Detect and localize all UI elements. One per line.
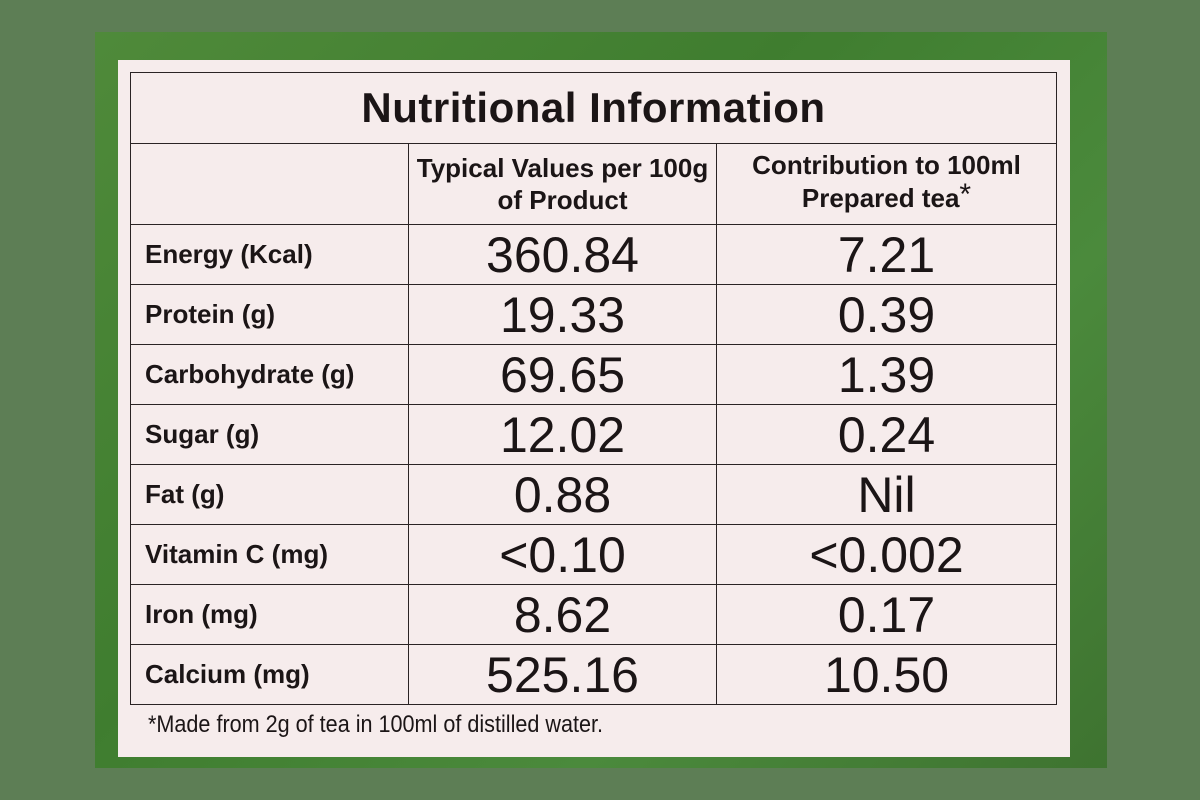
value-per-100ml: 0.17	[716, 584, 1057, 645]
value-per-100ml: <0.002	[716, 524, 1057, 585]
nutrient-name: Vitamin C (mg)	[130, 524, 409, 585]
nutrient-name: Protein (g)	[130, 284, 409, 345]
value-per-100g: 8.62	[408, 584, 717, 645]
nutrient-name: Fat (g)	[130, 464, 409, 525]
value-per-100g: 360.84	[408, 224, 717, 285]
nutrient-name: Carbohydrate (g)	[130, 344, 409, 405]
value-per-100ml: 10.50	[716, 644, 1057, 705]
nutrient-name: Calcium (mg)	[130, 644, 409, 705]
header-per-100ml: Contribution to 100ml Prepared tea*	[716, 143, 1057, 225]
value-per-100ml: 0.39	[716, 284, 1057, 345]
nutrient-name: Iron (mg)	[130, 584, 409, 645]
footnote: *Made from 2g of tea in 100ml of distill…	[148, 711, 604, 738]
nutrient-row: Vitamin C (mg) <0.10 <0.002	[130, 524, 1057, 585]
value-per-100g: 19.33	[408, 284, 717, 345]
nutrient-row: Iron (mg) 8.62 0.17	[130, 584, 1057, 645]
nutrition-table: Nutritional Information Typical Values p…	[130, 72, 1057, 705]
header-per-100ml-text: Contribution to 100ml Prepared tea	[752, 150, 1021, 213]
value-per-100g: 69.65	[408, 344, 717, 405]
value-per-100ml: 0.24	[716, 404, 1057, 465]
nutrition-label-inner: Nutritional Information Typical Values p…	[130, 72, 1057, 739]
nutrient-row: Calcium (mg) 525.16 10.50	[130, 644, 1057, 705]
header-row: Typical Values per 100g of Product Contr…	[130, 143, 1057, 225]
nutrient-name: Sugar (g)	[130, 404, 409, 465]
asterisk-mark: *	[959, 177, 972, 211]
value-per-100ml: 7.21	[716, 224, 1057, 285]
nutrient-row: Protein (g) 19.33 0.39	[130, 284, 1057, 345]
value-per-100ml: 1.39	[716, 344, 1057, 405]
header-empty-cell	[130, 143, 409, 225]
header-per-100g: Typical Values per 100g of Product	[408, 143, 717, 225]
nutrient-row: Energy (Kcal) 360.84 7.21	[130, 224, 1057, 285]
nutrient-row: Carbohydrate (g) 69.65 1.39	[130, 344, 1057, 405]
nutrition-label: Nutritional Information Typical Values p…	[118, 60, 1070, 757]
nutrient-row: Sugar (g) 12.02 0.24	[130, 404, 1057, 465]
value-per-100g: 12.02	[408, 404, 717, 465]
nutrient-row: Fat (g) 0.88 Nil	[130, 464, 1057, 525]
nutrition-title: Nutritional Information	[130, 72, 1057, 144]
value-per-100ml: Nil	[716, 464, 1057, 525]
value-per-100g: 0.88	[408, 464, 717, 525]
value-per-100g: 525.16	[408, 644, 717, 705]
nutrient-name: Energy (Kcal)	[130, 224, 409, 285]
value-per-100g: <0.10	[408, 524, 717, 585]
